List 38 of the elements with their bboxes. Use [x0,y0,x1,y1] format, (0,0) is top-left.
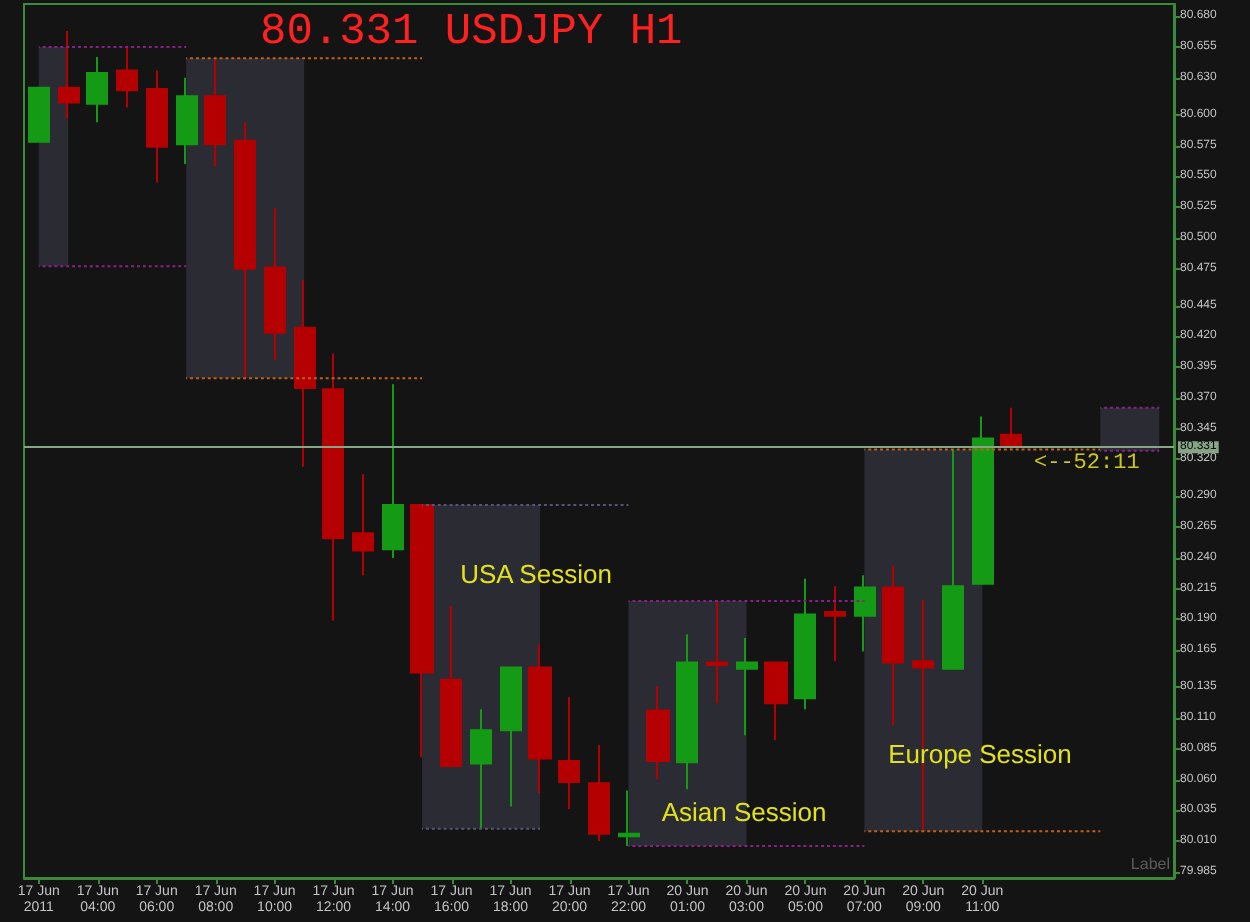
candlestick [28,86,50,143]
candlestick [410,504,434,759]
candlestick [234,121,256,380]
candlestick [764,661,788,742]
candlestick [882,564,904,727]
candlestick [440,604,462,769]
candlestick [942,448,964,670]
candlestick [470,708,492,830]
candlestick [382,383,404,559]
candlestick [204,57,226,168]
annotation: Asian Session [661,797,827,827]
candlestick [352,473,374,577]
annotation: USA Session [460,559,612,589]
candlestick [736,636,758,737]
candlestick [1000,406,1022,451]
chart-title: 80.331 USDJPY H1 [260,7,683,57]
candlestick [176,76,198,166]
candlestick [58,30,80,120]
candlestick [86,55,108,124]
candlestick [146,69,168,184]
annotation: Label [1130,855,1171,873]
candlestick [500,666,522,808]
candlestick [294,278,316,468]
candlestick [116,44,138,109]
candlestick [528,643,552,795]
annotation: <--52:11 [1034,452,1141,476]
candlestick [676,633,698,791]
candlestick [646,684,670,781]
candlestick [588,744,610,843]
candlestick [706,600,728,705]
candlestick [794,577,816,711]
candlestick [618,789,640,847]
candlestick [558,696,580,811]
candlestick [322,352,344,622]
candlestick [824,585,846,663]
candlestick [972,415,994,585]
candlestick [854,574,876,653]
candlestick [264,207,286,361]
